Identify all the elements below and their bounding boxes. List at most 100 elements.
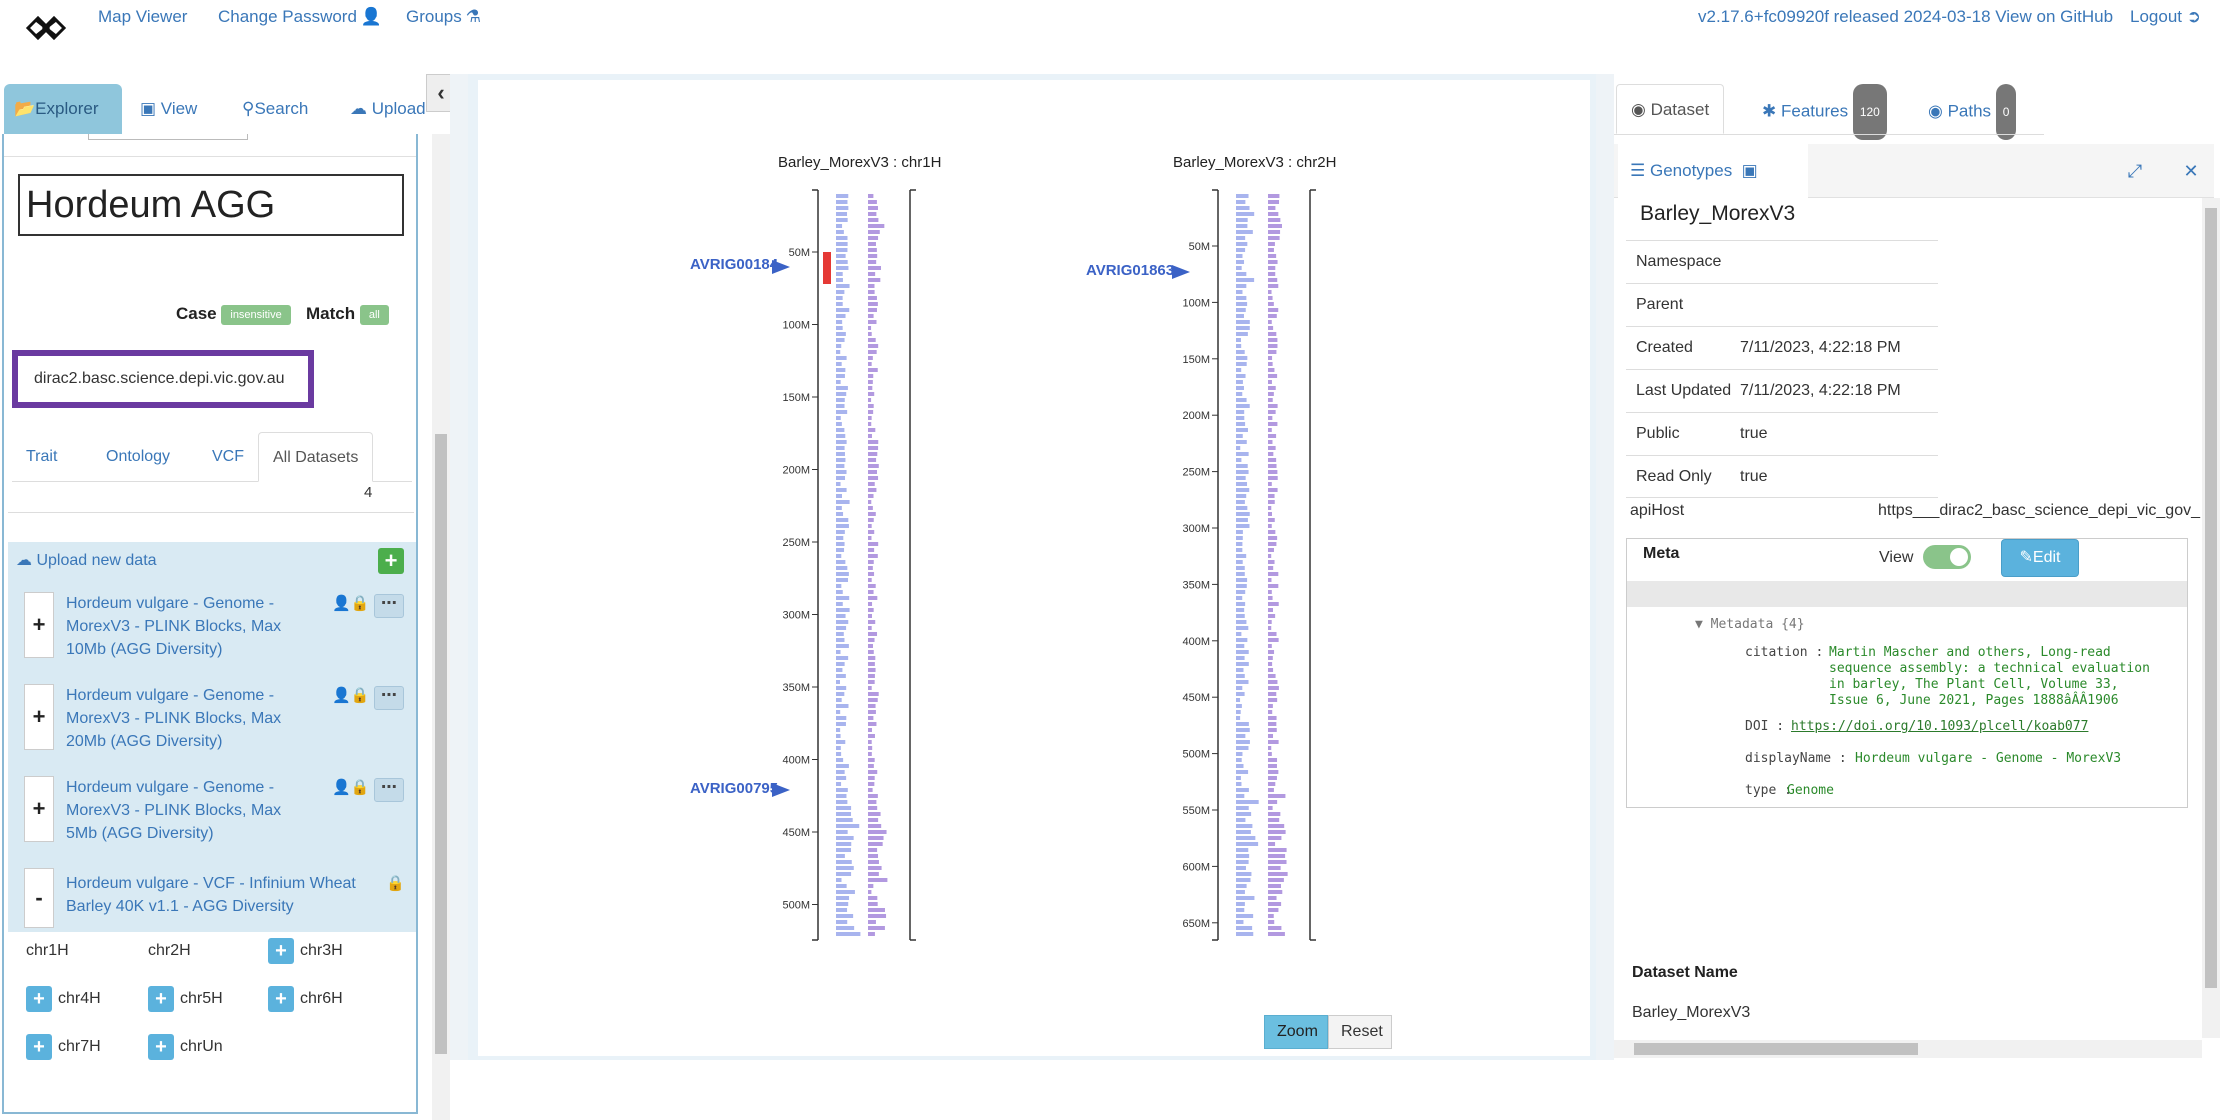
dataset-name[interactable]: Hordeum vulgare - Genome - MorexV3 - PLI… — [66, 687, 282, 750]
plus-icon[interactable]: + — [268, 986, 294, 1012]
density-bar — [1236, 614, 1245, 618]
density-bar — [868, 272, 876, 276]
tab-dataset[interactable]: ◉ Dataset — [1616, 84, 1725, 134]
feature-label[interactable]: AVRIG00795 — [690, 780, 779, 797]
search-text-input[interactable]: Hordeum AGG — [18, 174, 404, 236]
density-bar — [1268, 344, 1278, 348]
left-splitter[interactable] — [450, 74, 468, 1060]
plus-icon[interactable]: + — [26, 1034, 52, 1060]
feature-label[interactable]: AVRIG00184 — [690, 256, 779, 273]
expand-toggle[interactable]: + — [24, 592, 54, 658]
tab-vcf[interactable]: VCF — [212, 448, 244, 465]
feature-label[interactable]: AVRIG01863 — [1086, 262, 1175, 279]
tab-paths[interactable]: ◉ Paths 0 — [1914, 84, 2030, 140]
metadata-tree-header[interactable]: ▼ Metadata {4} — [1695, 617, 1805, 632]
chromosome-chr7H[interactable]: + chr7H — [26, 1034, 101, 1060]
density-bar — [836, 434, 846, 438]
density-bar — [1268, 218, 1281, 222]
density-bar — [868, 860, 879, 864]
tab-view[interactable]: ▣ View — [130, 84, 207, 134]
logout-link[interactable]: Logout ➲ — [2130, 7, 2201, 27]
density-bar — [836, 236, 848, 240]
match-toggle[interactable]: all — [359, 304, 389, 325]
expand-toggle[interactable]: + — [24, 776, 54, 842]
tab-all-datasets[interactable]: All Datasets — [258, 432, 374, 482]
density-bar — [1236, 674, 1245, 678]
chromosome-chr5H[interactable]: + chr5H — [148, 986, 223, 1012]
nav-groups[interactable]: Groups ⚗ — [406, 7, 481, 27]
dataset-name[interactable]: Hordeum vulgare - Genome - MorexV3 - PLI… — [66, 595, 282, 658]
chromosome-chr4H[interactable]: + chr4H — [26, 986, 101, 1012]
nav-map-viewer[interactable]: Map Viewer — [98, 7, 188, 26]
case-toggle[interactable]: insensitive — [221, 304, 291, 325]
add-dataset-button[interactable]: + — [378, 548, 404, 574]
density-bar — [1268, 650, 1275, 654]
chromosome-chr6H[interactable]: + chr6H — [268, 986, 343, 1012]
density-bar — [836, 704, 849, 708]
axis-tick-label: 50M — [789, 247, 810, 259]
tab-search[interactable]: ⚲Search — [232, 84, 318, 134]
right-splitter[interactable] — [1596, 74, 1614, 1060]
density-bar — [868, 566, 873, 570]
density-bar — [1268, 704, 1273, 708]
dataset-menu-button[interactable]: ⋯ — [374, 778, 404, 802]
density-bar — [836, 626, 847, 630]
meta-panel: Meta View ✎Edit ▼ Metadata {4} citation … — [1626, 538, 2188, 808]
density-bar — [836, 476, 846, 480]
doi-link[interactable]: https://doi.org/10.1093/plcell/koab077 — [1791, 719, 2089, 734]
plus-icon[interactable]: + — [268, 938, 294, 964]
user-icon: 👤 — [360, 7, 383, 26]
dataset-menu-button[interactable]: ⋯ — [374, 594, 404, 618]
chromosome-chr2H[interactable]: chr2H — [148, 942, 191, 959]
upload-new-data[interactable]: ☁ Upload new data — [16, 550, 157, 570]
partial-input[interactable] — [88, 134, 248, 140]
expand-toggle[interactable]: - — [24, 868, 54, 928]
axis-tick-label: 150M — [782, 392, 810, 404]
plus-icon[interactable]: + — [148, 1034, 174, 1060]
density-bar — [868, 644, 873, 648]
right-horizontal-scrollbar[interactable] — [1614, 1040, 2202, 1058]
left-scrollbar[interactable] — [432, 134, 450, 1120]
density-bar — [868, 290, 875, 294]
meta-key-text: DOI — [1745, 719, 1769, 734]
chromosome-chrUn[interactable]: + chrUn — [148, 1034, 223, 1060]
server-selector[interactable]: dirac2.basc.science.depi.vic.gov.au — [12, 350, 314, 408]
reset-button[interactable]: Reset — [1328, 1015, 1392, 1049]
tab-ontology[interactable]: Ontology — [106, 448, 171, 465]
density-bar — [1236, 704, 1242, 708]
right-vertical-scrollbar[interactable] — [2202, 198, 2220, 1038]
plus-icon[interactable]: + — [26, 986, 52, 1012]
edit-button[interactable]: ✎Edit — [2001, 539, 2079, 577]
window-icon[interactable]: ▣ — [1741, 161, 1758, 180]
scroll-thumb[interactable] — [435, 434, 447, 1054]
chromosome-chr3H[interactable]: + chr3H — [268, 938, 343, 964]
map-canvas[interactable]: Barley_MorexV3 : chr1H Barley_MorexV3 : … — [478, 80, 1590, 1056]
close-icon[interactable]: ✕ — [2183, 161, 2199, 181]
tab-explorer[interactable]: 📂Explorer — [4, 84, 122, 134]
nav-change-password[interactable]: Change Password 👤 — [218, 7, 382, 27]
density-bar — [1236, 746, 1249, 750]
tab-upload[interactable]: ☁ Upload — [340, 84, 436, 134]
density-bar — [1268, 872, 1288, 876]
density-bar — [836, 404, 845, 408]
dataset-name[interactable]: Hordeum vulgare - Genome - MorexV3 - PLI… — [66, 779, 282, 842]
plus-icon[interactable]: + — [148, 986, 174, 1012]
density-bar — [868, 488, 877, 492]
zoom-button[interactable]: Zoom — [1264, 1015, 1328, 1049]
genotypes-tab[interactable]: ☰ Genotypes ▣ — [1618, 144, 1808, 198]
density-bar — [836, 248, 848, 252]
tab-trait[interactable]: Trait — [26, 448, 58, 465]
scroll-thumb[interactable] — [2205, 208, 2217, 988]
scroll-thumb[interactable] — [1634, 1043, 1918, 1055]
resize-icon[interactable]: ⤢ — [2127, 161, 2143, 181]
tab-features[interactable]: ✱ Features 120 — [1748, 84, 1901, 140]
view-toggle[interactable] — [1923, 545, 1971, 569]
dataset-name[interactable]: Hordeum vulgare - VCF - Infinium Wheat B… — [66, 875, 356, 915]
dataset-menu-button[interactable]: ⋯ — [374, 686, 404, 710]
version-link[interactable]: v2.17.6+fc09920f released 2024-03-18 Vie… — [1698, 7, 2114, 26]
density-bar — [1268, 368, 1275, 372]
chromosome-chr1H[interactable]: chr1H — [26, 942, 69, 959]
app-logo-icon[interactable] — [22, 8, 70, 48]
density-bar — [868, 674, 875, 678]
expand-toggle[interactable]: + — [24, 684, 54, 750]
